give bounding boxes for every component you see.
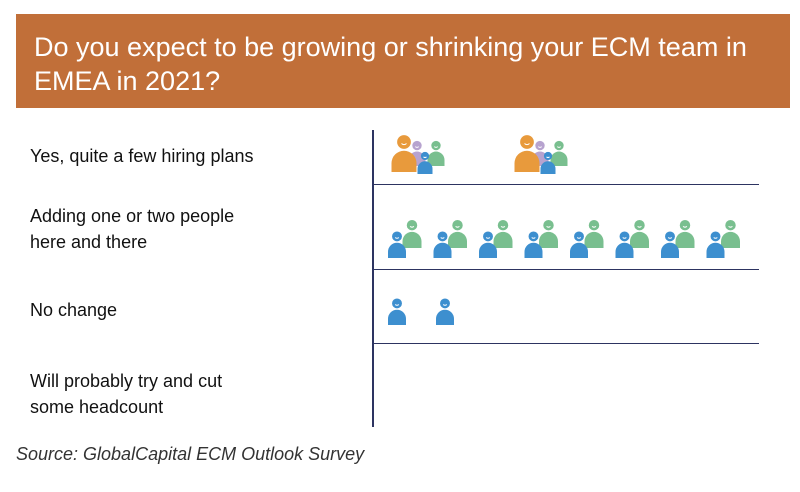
pair-people-icon xyxy=(615,219,649,258)
pair-people-icon xyxy=(570,219,604,258)
pair-people-icon xyxy=(661,219,695,258)
pair-people-icon xyxy=(706,219,740,258)
row-label-no-change: No change xyxy=(30,297,360,323)
row-label-text: Adding one or two people here and there xyxy=(30,206,235,252)
row-label-text: Will probably try and cut some headcount xyxy=(30,371,223,417)
row-divider xyxy=(372,184,759,185)
title-banner xyxy=(16,14,790,108)
pair-people-icon xyxy=(433,219,467,258)
row-divider xyxy=(372,343,759,344)
row-label-adding: Adding one or two people here and there xyxy=(30,203,360,255)
pair-people-icon xyxy=(388,219,422,258)
large-team-icon xyxy=(391,135,445,174)
pair-people-icon xyxy=(479,219,513,258)
single-person-icon xyxy=(388,298,406,325)
row-label-cut: Will probably try and cut some headcount xyxy=(30,368,360,420)
axis-line xyxy=(372,130,374,427)
single-person-icon xyxy=(436,298,454,325)
source-note: Source: GlobalCapital ECM Outlook Survey xyxy=(16,444,365,464)
row-label-text: Yes, quite a few hiring plans xyxy=(30,146,254,166)
pair-people-icon xyxy=(524,219,558,258)
row-divider xyxy=(372,269,759,270)
large-team-icon xyxy=(514,135,568,174)
row-label-text: No change xyxy=(30,300,118,320)
chart-title: Do you expect to be growing or shrinking… xyxy=(34,32,747,96)
row-label-hiring: Yes, quite a few hiring plans xyxy=(30,143,360,169)
